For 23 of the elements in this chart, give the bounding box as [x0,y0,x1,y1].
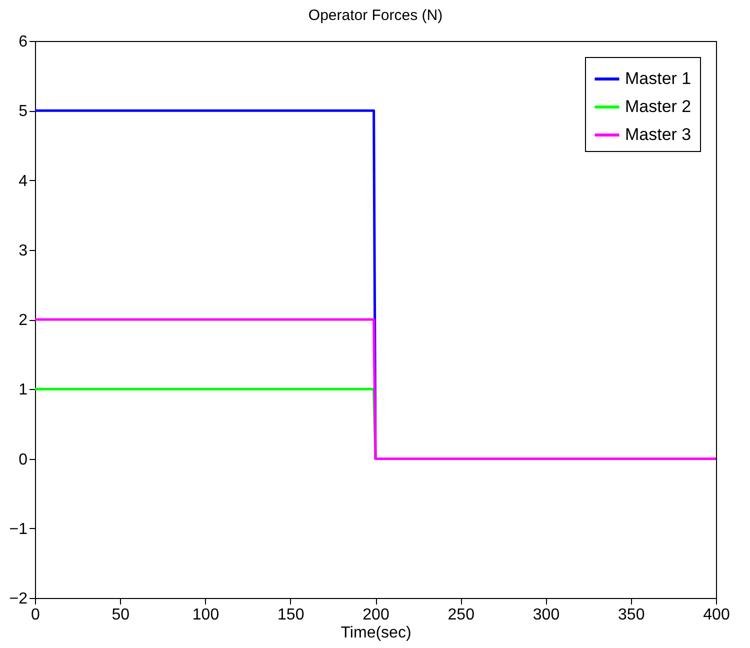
x-tick-label: 400 [703,606,730,624]
y-tick-label: 4 [18,172,28,190]
y-tick-label: 2 [18,312,28,329]
y-tick-label: −2 [9,590,28,608]
x-tick-label: 150 [278,606,304,624]
x-tick-label: 200 [362,606,390,624]
x-tick-label: 0 [31,606,40,624]
legend-label: Master 3 [625,125,692,144]
x-axis-title: Time(sec) [340,624,412,642]
y-tick-label: −1 [9,520,28,538]
legend-label: Master 2 [625,97,692,116]
y-tick-label: 1 [18,382,28,399]
chart-title: Operator Forces (N) [308,7,443,24]
y-tick-label: 3 [18,242,28,260]
x-tick-label: 50 [112,606,130,624]
x-tick-label: 250 [448,606,475,624]
y-tick-label: 0 [18,451,28,468]
legend-label: Master 1 [625,69,692,88]
y-tick-label: 6 [18,34,28,50]
y-tick-label: 5 [18,103,28,120]
x-tick-label: 100 [192,606,220,624]
x-tick-label: 300 [532,606,560,624]
x-tick-label: 350 [618,606,645,624]
